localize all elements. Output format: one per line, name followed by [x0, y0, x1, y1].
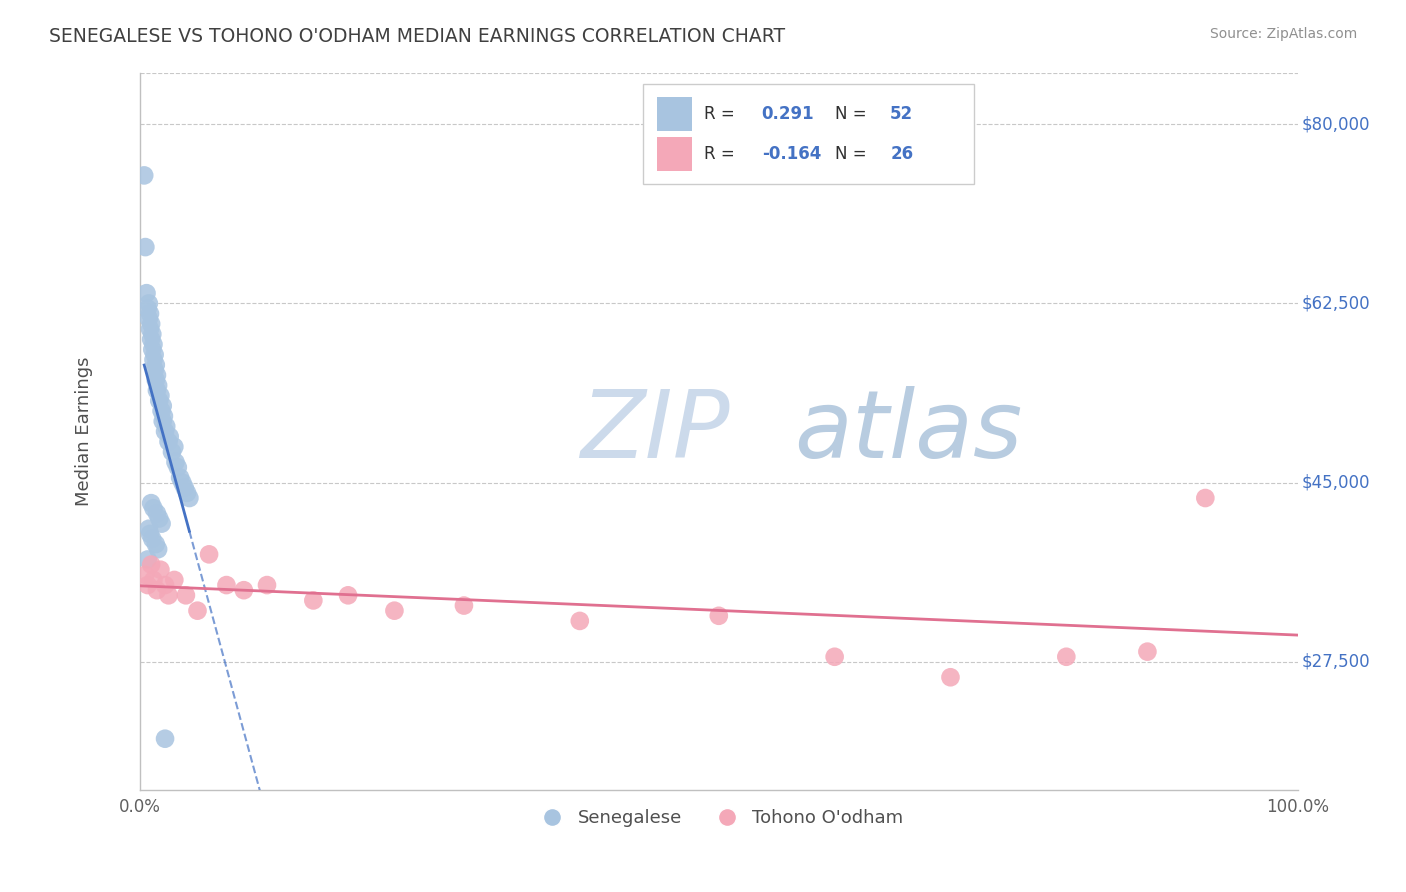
Point [142, 501, 165, 516]
Point [134, 240, 156, 254]
Text: ZIP: ZIP [579, 386, 730, 477]
Point [163, 440, 186, 454]
Point [174, 588, 197, 602]
Point [142, 337, 165, 351]
Point [824, 649, 846, 664]
Point [163, 573, 186, 587]
Point [138, 311, 160, 326]
Point [146, 507, 169, 521]
Point [215, 578, 238, 592]
Point [152, 399, 174, 413]
Point [568, 614, 591, 628]
Point [146, 542, 169, 557]
Point [153, 731, 176, 746]
Text: N =: N = [835, 105, 872, 123]
Text: $27,500: $27,500 [1302, 653, 1369, 671]
Point [136, 578, 159, 592]
Point [169, 470, 191, 484]
Point [145, 373, 167, 387]
Point [149, 388, 172, 402]
Point [145, 358, 167, 372]
Point [136, 301, 159, 316]
FancyBboxPatch shape [644, 84, 973, 184]
Text: 0.291: 0.291 [762, 105, 814, 123]
Point [165, 455, 187, 469]
Point [172, 475, 194, 490]
Text: Median Earnings: Median Earnings [75, 357, 93, 506]
Text: SENEGALESE VS TOHONO O'ODHAM MEDIAN EARNINGS CORRELATION CHART: SENEGALESE VS TOHONO O'ODHAM MEDIAN EARN… [49, 27, 786, 45]
Point [707, 608, 730, 623]
Point [157, 588, 180, 602]
Point [153, 425, 176, 439]
Point [141, 496, 163, 510]
Point [141, 317, 163, 331]
Point [139, 322, 162, 336]
Point [173, 481, 195, 495]
Point [150, 516, 173, 531]
Text: 52: 52 [890, 105, 914, 123]
Point [142, 352, 165, 367]
Point [136, 552, 159, 566]
Point [141, 327, 163, 342]
Point [186, 604, 208, 618]
Point [141, 343, 163, 357]
Text: N =: N = [835, 145, 872, 163]
Bar [658, 136, 692, 171]
Point [453, 599, 475, 613]
Point [139, 527, 162, 541]
Point [148, 393, 170, 408]
Point [384, 604, 406, 618]
Point [141, 532, 163, 546]
Point [179, 491, 201, 505]
Text: 26: 26 [890, 145, 914, 163]
Point [176, 486, 198, 500]
Text: $62,500: $62,500 [1302, 294, 1369, 312]
Point [1054, 649, 1077, 664]
Point [1136, 645, 1159, 659]
Point [134, 567, 156, 582]
Point [146, 378, 169, 392]
Point [142, 573, 165, 587]
Point [153, 578, 176, 592]
Text: -0.164: -0.164 [762, 145, 821, 163]
Point [337, 588, 360, 602]
Point [139, 307, 162, 321]
Point [152, 414, 174, 428]
Point [1194, 491, 1216, 505]
Text: R =: R = [704, 105, 740, 123]
Point [150, 404, 173, 418]
Point [160, 445, 183, 459]
Point [159, 429, 181, 443]
Legend: Senegalese, Tohono O'odham: Senegalese, Tohono O'odham [527, 802, 911, 835]
Point [146, 384, 169, 398]
Point [145, 537, 167, 551]
Point [146, 583, 169, 598]
Text: $45,000: $45,000 [1302, 474, 1369, 491]
Text: Source: ZipAtlas.com: Source: ZipAtlas.com [1209, 27, 1357, 41]
Point [302, 593, 325, 607]
Point [134, 169, 156, 183]
Text: $80,000: $80,000 [1302, 115, 1369, 133]
Bar [658, 96, 692, 131]
Point [256, 578, 278, 592]
Point [153, 409, 176, 423]
Point [141, 332, 163, 346]
Point [141, 558, 163, 572]
Point [157, 434, 180, 449]
Point [146, 368, 169, 383]
Point [166, 460, 188, 475]
Point [232, 583, 254, 598]
Point [138, 522, 160, 536]
Point [143, 363, 166, 377]
Point [198, 547, 221, 561]
Point [148, 511, 170, 525]
Point [149, 563, 172, 577]
Point [143, 348, 166, 362]
Point [939, 670, 962, 684]
Point [155, 419, 177, 434]
Text: R =: R = [704, 145, 740, 163]
Text: atlas: atlas [794, 386, 1022, 477]
Point [135, 286, 157, 301]
Point [138, 296, 160, 310]
